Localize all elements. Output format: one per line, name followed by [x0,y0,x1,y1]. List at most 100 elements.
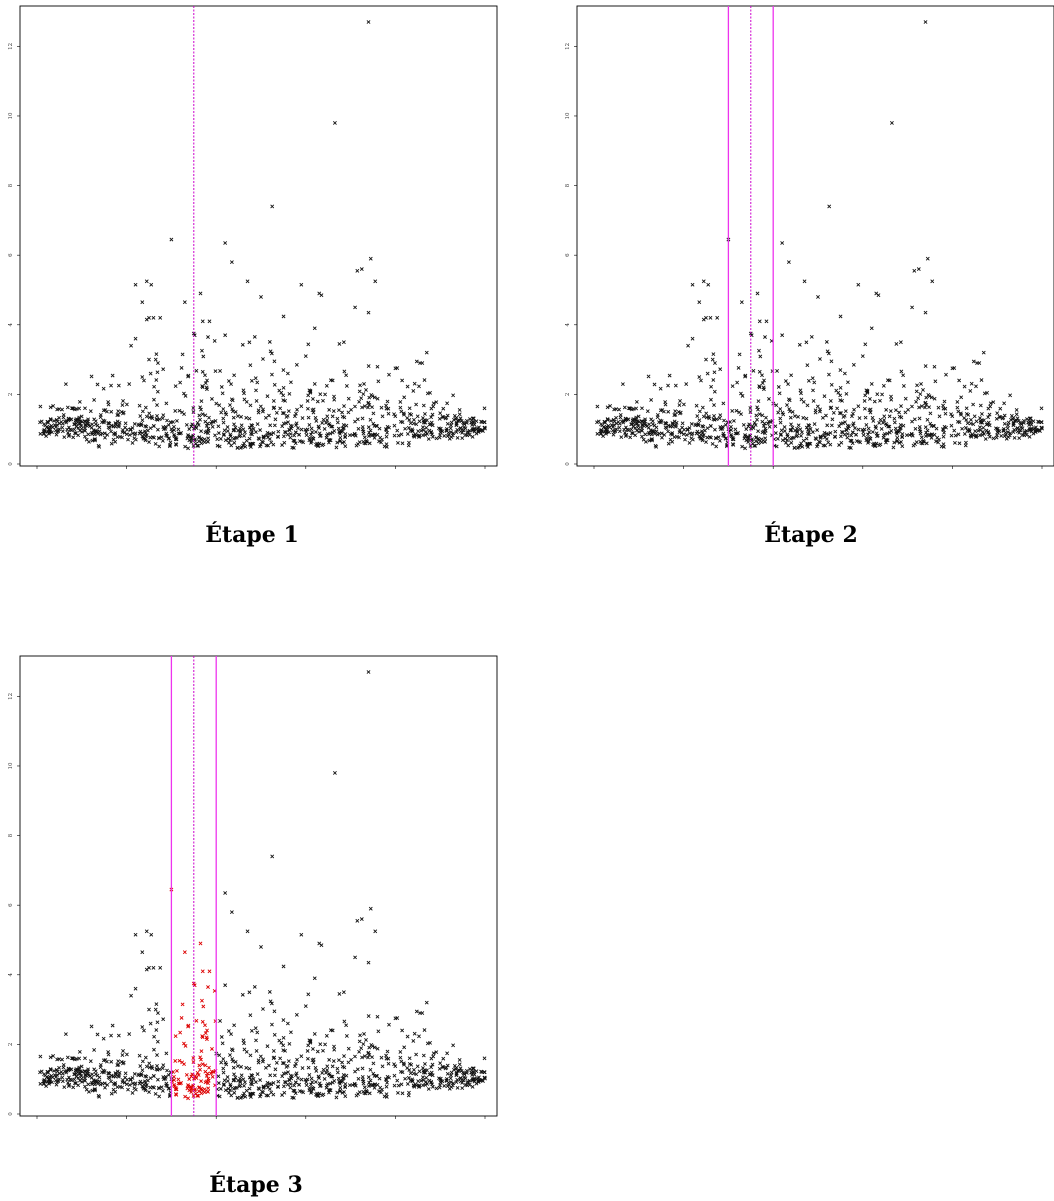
scatter-point [444,415,449,420]
scatter-point [229,443,234,448]
scatter-point [137,1072,142,1077]
scatter-point [648,428,653,433]
scatter-point [53,425,58,430]
highlighted-point [183,1094,188,1099]
scatter-point [901,384,906,388]
scatter-point [144,433,149,437]
scatter-point [406,443,411,448]
scatter-point [709,384,714,389]
scatter-point [981,350,986,355]
scatter-point [366,1075,371,1080]
scatter-point [1035,428,1040,433]
scatter-point [138,414,143,419]
scatter-point [624,432,629,437]
scatter-point [963,443,968,448]
scatter-point [629,427,634,432]
scatter-point [824,431,829,436]
scatter-point [265,430,270,435]
scatter-point [934,426,939,431]
scatter-point [680,421,685,426]
scatter-point [352,432,357,437]
scatter-point [392,423,397,428]
scatter-point [248,1013,253,1018]
scatter-point [652,382,657,387]
scatter-point [840,430,845,435]
scatter-point [605,429,610,434]
scatter-point [454,421,459,425]
scatter-point [355,918,360,923]
scatter-point [233,1075,238,1080]
scatter-point [283,430,288,435]
scatter-point [155,370,160,375]
highlighted-point [191,1056,196,1060]
scatter-point [140,1025,145,1029]
scatter-point [116,1033,121,1038]
scatter-point [48,417,53,422]
scatter-point [281,368,286,372]
scatter-point [256,1086,261,1091]
scatter-point [256,410,261,415]
scatter-point [83,434,87,439]
scatter-point [767,396,771,401]
scatter-point [805,403,810,408]
scatter-point [755,291,760,296]
scatter-point [384,1077,388,1082]
scatter-point [697,434,702,439]
scatter-point [774,403,779,408]
scatter-point [759,437,764,442]
scatter-point [48,1079,53,1084]
scatter-point [95,382,100,387]
scatter-point [321,1048,325,1053]
scatter-point [66,430,70,435]
scatter-point [222,428,227,433]
scatter-point [451,1043,456,1048]
scatter-point [983,437,988,441]
scatter-point [649,437,654,442]
scatter-point [272,1009,277,1014]
scatter-point [422,378,427,382]
highlighted-point [206,1078,211,1083]
scatter-point [778,420,783,425]
scatter-point [315,399,320,404]
scatter-point [448,1076,453,1081]
scatter-point [288,423,293,428]
scatter-point [377,439,381,444]
highlighted-point [202,1087,207,1092]
scatter-point [149,414,154,419]
scatter-point [430,412,435,417]
scatter-point [293,414,297,419]
scatter-point [683,437,687,442]
scatter-point [316,1074,321,1079]
scatter-point [248,403,253,408]
highlighted-point [176,1077,181,1082]
scatter-point [148,371,153,376]
scatter-point [72,427,77,432]
scatter-point [985,390,989,395]
scatter-point [695,414,700,419]
scatter-point [342,1054,346,1058]
scatter-point [420,425,425,430]
scatter-point [296,426,300,431]
scatter-point [226,1029,231,1033]
scatter-point [810,430,815,435]
scatter-point [203,430,208,435]
scatter-point [263,1065,268,1070]
scatter-point [663,400,668,404]
scatter-point [196,423,201,427]
scatter-point [366,401,371,406]
scatter-point [253,1026,258,1031]
scatter-point [401,411,406,416]
scatter-point [231,409,235,414]
scatter-point [816,295,820,299]
scatter-point [734,408,739,413]
scatter-point [943,411,948,416]
scatter-point [133,986,138,991]
scatter-point [325,1068,330,1072]
scatter-point [695,429,700,434]
scatter-point [329,424,334,429]
scatter-point [786,260,791,265]
scatter-point [48,405,53,410]
scatter-point [223,891,228,895]
scatter-point [806,431,810,436]
scatter-point [942,424,947,429]
